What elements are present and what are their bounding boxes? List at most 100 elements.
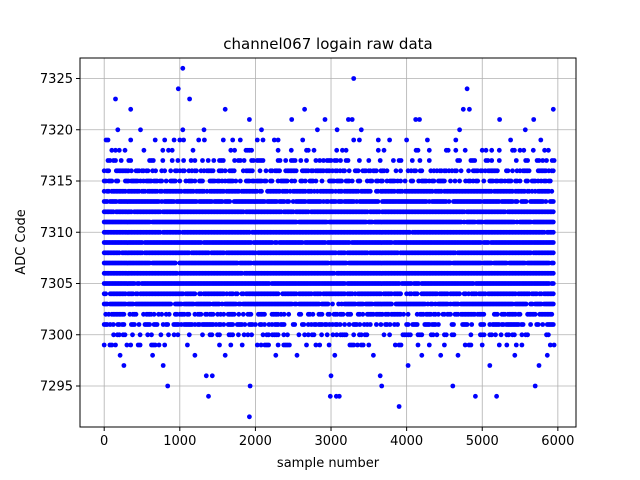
data-point xyxy=(251,158,256,163)
data-point xyxy=(128,158,134,163)
data-point-outlier xyxy=(531,117,537,122)
data-point-outlier xyxy=(206,393,211,399)
data-point xyxy=(550,250,556,256)
data-point xyxy=(260,137,266,143)
data-point xyxy=(357,158,362,163)
data-point xyxy=(519,342,525,348)
data-point xyxy=(426,147,432,153)
data-point xyxy=(364,332,370,338)
data-point xyxy=(337,322,343,327)
data-point xyxy=(481,322,487,327)
data-point xyxy=(442,178,447,184)
data-point xyxy=(159,178,165,184)
data-point xyxy=(168,168,174,174)
data-point xyxy=(158,332,164,338)
y-tick-label: 7315 xyxy=(40,175,73,190)
data-point xyxy=(181,137,187,143)
data-point xyxy=(489,147,495,153)
data-point-outlier xyxy=(201,127,207,133)
data-point xyxy=(263,168,269,174)
data-point xyxy=(375,137,381,143)
data-point xyxy=(374,322,379,327)
x-tick-label: 6000 xyxy=(541,434,574,449)
data-point xyxy=(118,158,124,163)
data-point xyxy=(292,178,298,184)
data-point xyxy=(169,158,175,163)
data-point xyxy=(496,158,502,163)
data-point xyxy=(513,158,519,163)
data-point xyxy=(451,332,457,338)
data-point xyxy=(517,311,523,317)
data-point xyxy=(387,137,392,143)
data-point xyxy=(107,158,113,163)
data-point-outlier xyxy=(497,117,502,122)
data-point xyxy=(419,332,425,338)
data-point-outlier xyxy=(302,106,307,112)
data-point xyxy=(300,137,306,143)
data-point xyxy=(398,158,404,163)
data-point xyxy=(275,291,281,297)
data-point xyxy=(166,332,171,338)
data-point xyxy=(116,332,122,338)
data-point xyxy=(510,168,515,174)
data-point xyxy=(271,137,277,143)
data-point-outlier xyxy=(328,373,334,379)
data-point xyxy=(156,342,162,348)
data-point xyxy=(355,342,360,348)
data-point xyxy=(506,332,512,338)
data-point xyxy=(227,199,233,204)
data-point xyxy=(525,178,530,184)
data-point xyxy=(550,209,556,215)
data-point xyxy=(496,342,502,348)
data-point-outlier xyxy=(121,363,127,368)
data-point xyxy=(513,342,519,348)
data-point xyxy=(512,332,517,338)
data-point xyxy=(544,158,549,163)
data-point xyxy=(535,322,541,327)
data-point xyxy=(410,178,416,184)
data-point xyxy=(310,311,316,317)
data-point xyxy=(405,322,411,327)
data-point xyxy=(113,342,118,348)
data-point xyxy=(210,168,216,174)
data-point xyxy=(275,147,281,153)
data-point xyxy=(334,158,340,163)
data-point xyxy=(103,291,109,297)
data-point xyxy=(325,301,331,307)
data-point xyxy=(109,342,115,348)
data-point xyxy=(540,158,546,163)
data-point xyxy=(221,322,227,327)
data-point xyxy=(452,178,458,184)
data-point xyxy=(358,332,364,338)
data-point-outlier xyxy=(550,106,556,112)
data-point xyxy=(466,168,471,174)
data-point xyxy=(151,311,157,317)
chart-title: channel067 logain raw data xyxy=(223,35,432,53)
data-point xyxy=(381,332,387,338)
data-point-outlier xyxy=(327,393,333,399)
data-point xyxy=(549,311,555,317)
x-tick-label: 5000 xyxy=(466,434,499,449)
data-point xyxy=(109,178,115,184)
data-point xyxy=(346,322,352,327)
data-point xyxy=(425,137,430,143)
data-point xyxy=(249,332,255,338)
data-point xyxy=(550,322,556,327)
data-point xyxy=(175,158,181,163)
data-point-outlier xyxy=(379,383,385,389)
data-point xyxy=(413,168,419,174)
data-point xyxy=(237,158,243,163)
data-point-outlier xyxy=(113,96,118,102)
data-point xyxy=(469,322,475,327)
data-point xyxy=(141,147,147,153)
data-point xyxy=(254,342,260,348)
data-point xyxy=(171,332,177,338)
data-point xyxy=(417,158,423,163)
data-point xyxy=(453,147,459,153)
data-point xyxy=(275,137,281,143)
data-point xyxy=(210,311,216,317)
data-point xyxy=(302,178,308,184)
data-point xyxy=(453,137,459,143)
data-point xyxy=(304,158,309,163)
